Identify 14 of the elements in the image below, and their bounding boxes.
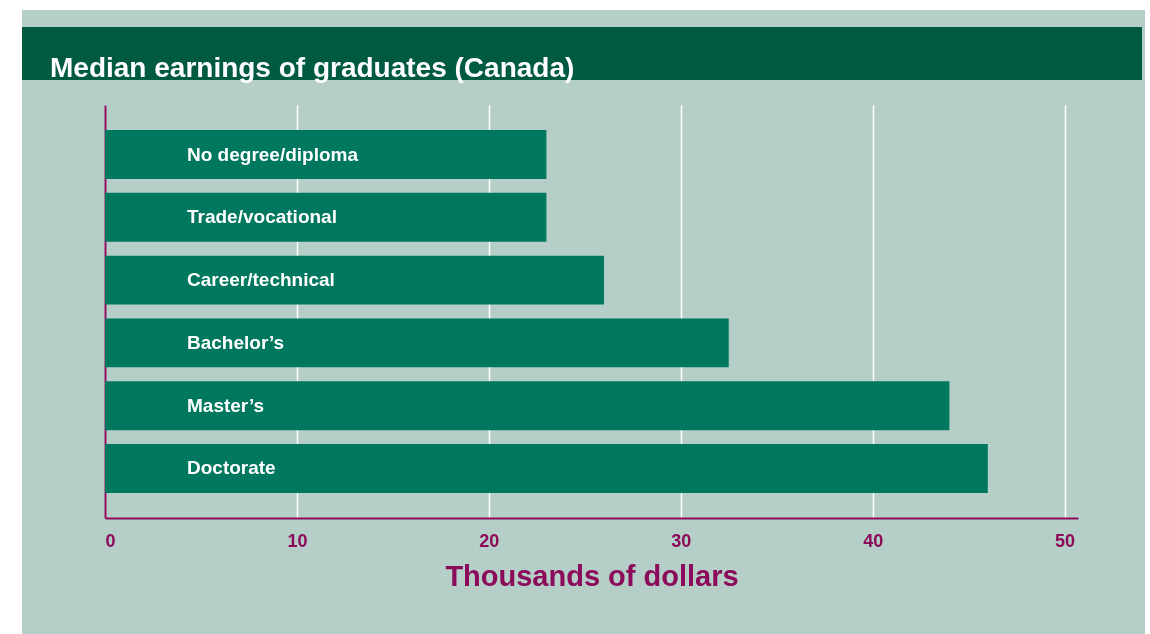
x-tick-label: 50 — [1055, 530, 1076, 551]
x-tick-label: 0 — [105, 530, 116, 551]
y-tick-label: Doctorate — [187, 457, 276, 479]
x-tick-label: 20 — [479, 530, 500, 551]
x-tick-label: 40 — [863, 530, 884, 551]
chart-title: Median earnings of graduates (Canada) — [50, 52, 575, 83]
y-tick-label: Career/technical — [187, 269, 335, 291]
y-tick-label: Bachelor’s — [187, 331, 285, 353]
x-tick-label: 30 — [671, 530, 692, 551]
y-tick-label: Master’s — [187, 394, 265, 416]
x-axis-title: Thousands of dollars — [445, 559, 739, 592]
y-tick-label: No degree/diploma — [187, 143, 359, 165]
x-tick-label: 10 — [287, 530, 308, 551]
y-tick-label: Trade/vocational — [187, 206, 337, 228]
